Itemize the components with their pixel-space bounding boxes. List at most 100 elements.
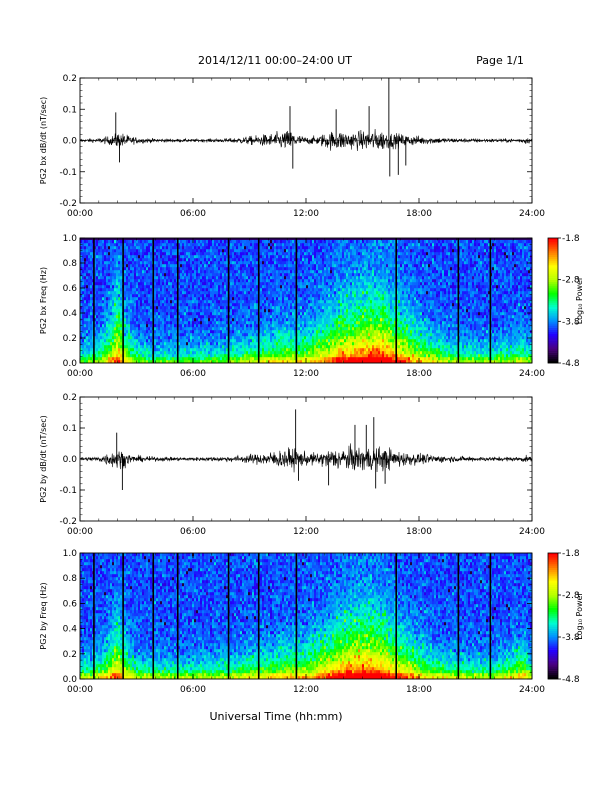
spectrogram-cell [248,276,251,280]
spectrogram-cell [298,255,301,259]
spectrogram-cell [136,297,139,301]
spectrogram-cell [212,360,215,364]
spectrogram-cell [314,291,317,295]
spectrogram-cell [250,282,253,286]
spectrogram-cell [126,348,129,352]
spectrogram-cell [140,342,143,346]
spectrogram-cell [96,312,99,316]
spectrogram-cell [124,264,127,268]
spectrogram-cell [92,258,95,262]
spectrogram-cell [180,291,183,295]
spectrogram-cell [244,342,247,346]
spectrogram-cell [146,336,149,340]
spectrogram-cell [166,336,169,340]
spectrogram-cell [236,345,239,349]
spectrogram-cell [146,306,149,310]
spectrogram-cell [192,288,195,292]
spectrogram-cell [308,291,311,295]
spectrogram-cell [198,333,201,337]
spectrogram-cell [106,288,109,292]
spectrogram-cell [202,279,205,283]
spectrogram-cell [100,252,103,256]
spectrogram-cell [234,243,237,247]
spectrogram-cell [216,357,219,361]
spectrogram-cell [224,276,227,280]
spectrogram-cell [174,324,177,328]
spectrogram-cell [170,255,173,259]
spectrogram-cell [134,279,137,283]
spectrogram-cell [240,312,243,316]
spectrogram-cell [110,321,113,325]
spectrogram-cell [314,348,317,352]
spectrogram-cell [138,342,141,346]
spectrogram-cell [160,279,163,283]
spectrogram-cell [250,354,253,358]
spectrogram-cell [162,246,165,250]
spectrogram-cell [162,258,165,262]
spectrogram-cell [252,324,255,328]
spectrogram-cell [92,336,95,340]
spectrogram-cell [102,261,105,265]
spectrogram-cell [158,291,161,295]
spectrogram-cell [284,336,287,340]
spectrogram-cell [246,267,249,271]
spectrogram-cell [236,315,239,319]
spectrogram-cell [130,297,133,301]
spectrogram-cell [156,354,159,358]
spectrogram-cell [124,330,127,334]
spectrogram-cell [314,270,317,274]
spectrogram-cell [242,279,245,283]
spectrogram-cell [98,309,101,313]
spectrogram-cell [92,261,95,265]
spectrogram-cell [298,246,301,250]
spectrogram-cell [308,273,311,277]
spectrogram-cell [306,339,309,343]
spectrogram-cell [302,303,305,307]
spectrogram-cell [186,282,189,286]
spectrogram-cell [206,243,209,247]
spectrogram-cell [280,309,283,313]
spectrogram-cell [132,360,135,364]
spectrogram-cell [178,345,181,349]
spectrogram-cell [200,270,203,274]
spectrogram-cell [256,351,259,355]
spectrogram-cell [184,252,187,256]
spectrogram-cell [140,336,143,340]
spectrogram-cell [186,285,189,289]
spectrogram-cell [184,324,187,328]
spectrogram-cell [308,351,311,355]
spectrogram-cell [210,291,213,295]
spectrogram-cell [124,324,127,328]
spectrogram-cell [100,324,103,328]
spectrogram-cell [280,270,283,274]
spectrogram-cell [214,354,217,358]
spectrogram-cell [240,339,243,343]
spectrogram-cell [86,282,89,286]
spectrogram-cell [220,285,223,289]
spectrogram-cell [184,294,187,298]
spectrogram-cell [192,243,195,247]
spectrogram-cell [136,279,139,283]
spectrogram-cell [252,321,255,325]
spectrogram-cell [184,357,187,361]
spectrogram-cell [236,264,239,268]
spectrogram-cell [302,252,305,256]
spectrogram-cell [88,258,91,262]
spectrogram-cell [80,321,83,325]
spectrogram-cell [112,273,115,277]
spectrogram-cell [196,342,199,346]
spectrogram-cell [92,255,95,259]
spectrogram-cell [214,264,217,268]
spectrogram-cell [104,273,107,277]
spectrogram-cell [226,339,229,343]
spectrogram-cell [156,303,159,307]
spectrogram-cell [234,309,237,313]
spectrogram-cell [216,351,219,355]
spectrogram-cell [142,291,145,295]
panel-bx-waveform: 0.20.10.0-0.1-0.200:00 06:00 12:00 18:00 24:… [39,74,545,219]
spectrogram-cell [210,303,213,307]
spectrogram-cell [138,309,141,313]
spectrogram-cell [172,315,175,319]
spectrogram-cell [276,261,279,265]
spectrogram-cell [206,297,209,301]
